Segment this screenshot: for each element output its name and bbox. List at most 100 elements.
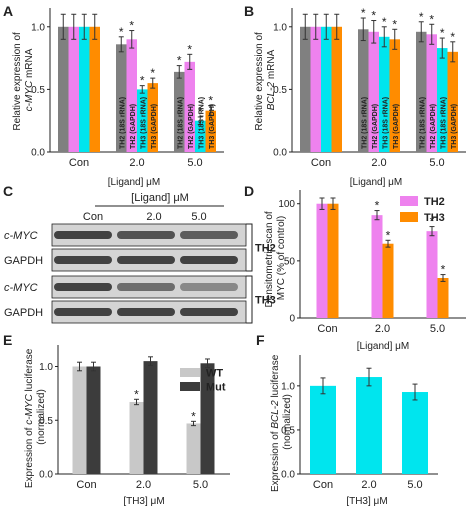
chart-e-ylabel-line2: (normalized) [36, 389, 47, 445]
chart-f-ytick-label: 1.0 [281, 381, 295, 392]
chart-a-bar-series-label: TH3 (GAPDH) [209, 104, 216, 149]
panel-label-c: C [3, 183, 13, 199]
chart-e-ylabel-suffix: luciferase [24, 348, 35, 394]
chart-d-category-label: 2.0 [375, 323, 390, 335]
chart-d-bar [437, 278, 449, 318]
chart-e-ytick-label: 1.0 [39, 362, 53, 373]
chart-d-bar [316, 203, 328, 318]
chart-b-bar [416, 31, 427, 152]
chart-b-significance-star: * [419, 10, 424, 24]
blot-band [180, 283, 238, 291]
chart-e-legend-label: Mut [206, 382, 226, 394]
chart-f-ylabel: Expression of BCL-2 luciferase (normaliz… [270, 352, 293, 492]
panel-f: F 0.0 0.5 1.0 Con 2.0 5.0 Expression of BCL-2… [256, 332, 438, 507]
chart-b-bar-series-label: TH3 (18S rRNA) [382, 97, 389, 149]
blot-group-label: TH2 [255, 243, 276, 255]
blot-row-label: GAPDH [4, 255, 43, 267]
chart-a-bar-series-label: TH3 (GAPDH) [151, 104, 158, 149]
chart-f-category-label: Con [313, 479, 333, 491]
chart-b-ylabel-line2: BCL-2 mRNA [266, 49, 277, 110]
chart-b-significance-star: * [361, 6, 366, 20]
chart-b-bar [368, 31, 379, 152]
blot-row-label: c-MYC [4, 230, 38, 242]
blot-row-label: GAPDH [4, 307, 43, 319]
chart-e-xlabel: [TH3] μM [123, 496, 164, 507]
chart-b-bar-series-label: TH2 (18S rRNA) [361, 97, 368, 149]
chart-d-legend-label: TH3 [424, 212, 445, 224]
chart-b-ytick-label: 0.5 [273, 85, 287, 96]
chart-d-xlabel: [Ligand] μM [357, 341, 409, 352]
chart-b-category-label: 2.0 [371, 157, 386, 169]
chart-b-ytick-label: 1.0 [273, 22, 287, 33]
chart-a-bar [205, 110, 216, 152]
chart-e-legend-swatch [180, 382, 200, 391]
chart-a-bar [195, 120, 206, 152]
chart-a-bar [137, 89, 148, 152]
blot-band [117, 283, 175, 291]
chart-a-category-label: Con [69, 157, 89, 169]
panel-label-f: F [256, 332, 265, 348]
chart-a-bar [89, 26, 100, 152]
chart-a-ylabel-suffix: mRNA [24, 48, 35, 81]
chart-f-ylabel-line1: Expression of BCL-2 luciferase [270, 354, 281, 492]
chart-d-ytick-label: 100 [278, 199, 295, 210]
chart-b-category-label: Con [311, 157, 331, 169]
blot-lane-label: 5.0 [191, 211, 206, 223]
chart-a-significance-star: * [187, 42, 192, 56]
blot-lane-label: Con [83, 211, 103, 223]
panel-label-b: B [244, 3, 254, 19]
chart-e-ylabel: Expression of c-MYC luciferase (normaliz… [24, 346, 47, 488]
chart-b-xlabel: [Ligand] μM [350, 177, 402, 188]
chart-e-category-label: 2.0 [136, 479, 151, 491]
panel-label-e: E [3, 332, 12, 348]
chart-e-plot: 0.0 0.5 1.0 Con 2.0 * 5.0 * WT Mut [39, 345, 230, 491]
chart-e-ytick-label: 0.0 [39, 470, 53, 481]
blot-group-bracket [246, 275, 253, 324]
chart-a-bar-series-label: TH2 (GAPDH) [188, 104, 195, 149]
chart-d-category-label: Con [317, 323, 337, 335]
chart-a-bar-series-label: TH2 (18S rRNA) [119, 97, 126, 149]
blot-title: [Ligand] μM [131, 192, 189, 204]
chart-b-ylabel: Relative expression of BCL-2 mRNA [254, 29, 277, 130]
chart-a-significance-star: * [150, 66, 155, 80]
chart-a-significance-star: * [119, 25, 124, 39]
chart-f-bar [356, 377, 382, 474]
chart-d-legend-swatch [400, 196, 418, 206]
chart-e-bar [86, 366, 101, 474]
chart-f-ytick-label: 0.0 [281, 470, 295, 481]
chart-e-ylabel-gene: c-MYC [24, 393, 35, 424]
chart-b-bar [321, 26, 332, 152]
chart-b-bar [300, 26, 311, 152]
chart-b-ytick-label: 0.0 [273, 148, 287, 159]
chart-b-bar-series-label: TH2 (18S rRNA) [419, 97, 426, 149]
chart-a-bar [68, 26, 79, 152]
chart-a-xlabel: [Ligand] μM [108, 177, 160, 188]
chart-e-bar [200, 363, 215, 474]
chart-b-ylabel-gene: BCL-2 [266, 82, 277, 111]
chart-b-plot: 0.0 0.5 1.0 Con 2.0 * TH2 (18S rRNA) * TH2 (GAPD… [273, 6, 466, 169]
chart-b-bar-series-label: TH3 (18S rRNA) [440, 97, 447, 149]
blot-band [180, 256, 238, 264]
chart-b-bar [310, 26, 321, 152]
chart-a-ylabel-line2: c-MYC mRNA [24, 48, 35, 111]
chart-b-category-label: 5.0 [429, 157, 444, 169]
chart-e-bar [72, 366, 87, 474]
chart-e-category-label: 5.0 [193, 479, 208, 491]
blot-band [54, 283, 112, 291]
chart-a-bar-series-label: TH3 (18S rRNA) [140, 97, 147, 149]
chart-a-significance-star: * [177, 54, 182, 68]
blot-row-label: c-MYC [4, 282, 38, 294]
panel-label-d: D [244, 183, 254, 199]
chart-b-bar-series-label: TH2 (GAPDH) [372, 104, 379, 149]
chart-d-ylabel: Densitometric scan of MYC (% of control) [264, 209, 287, 308]
chart-f-bar [310, 385, 336, 474]
chart-d-ytick-label: 0 [289, 314, 295, 325]
chart-f-ylabel-line2: (normalized) [282, 394, 293, 450]
chart-b-bar [358, 29, 369, 152]
chart-f-ylabel-suffix: luciferase [270, 354, 281, 400]
chart-d-legend-swatch [400, 212, 418, 222]
chart-e-significance-star: * [191, 409, 196, 423]
chart-d-plot: 0 50 100 Con 2.0 * * 5.0 * * TH2 TH3 [278, 190, 466, 335]
